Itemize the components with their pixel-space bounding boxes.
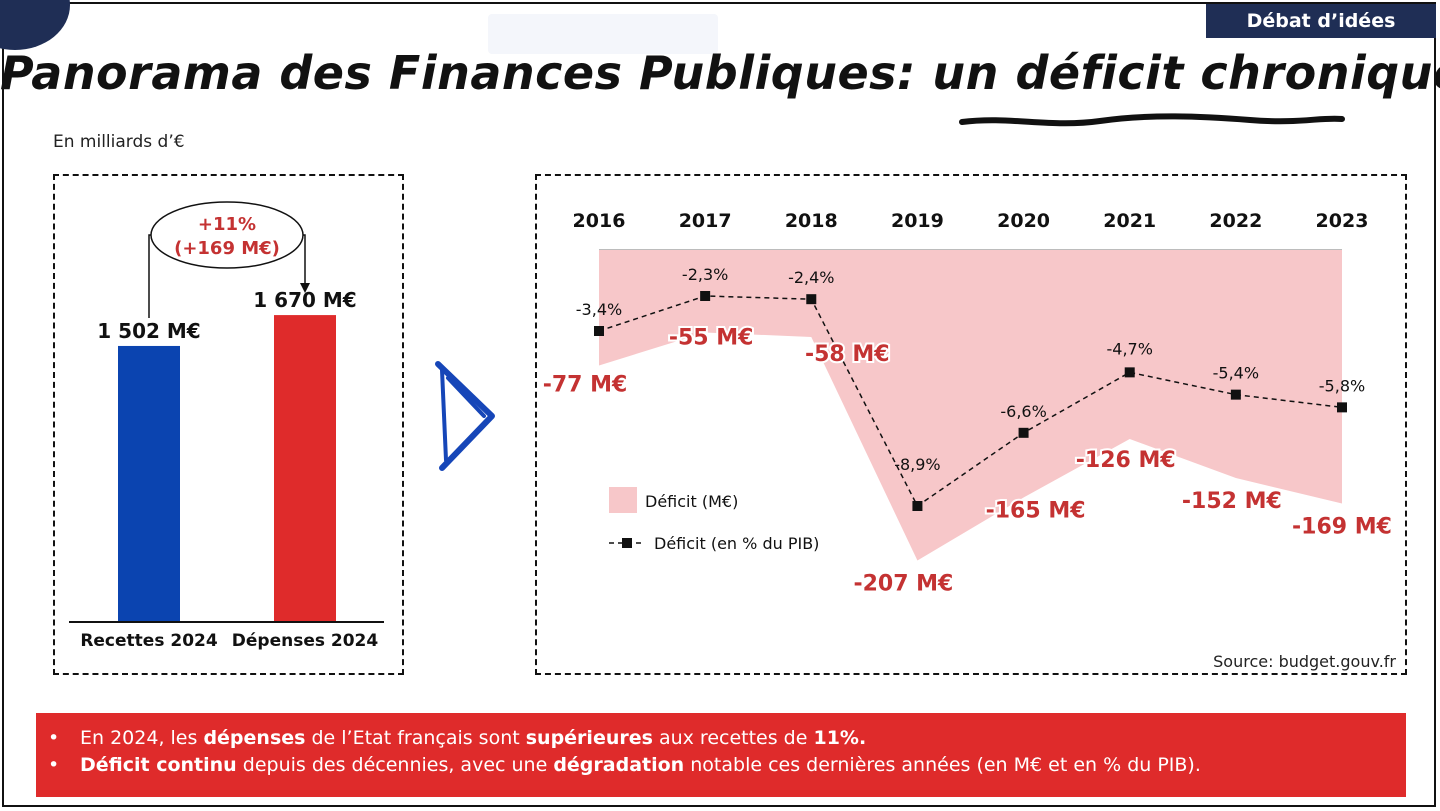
bar-category-label: Dépenses 2024 (232, 631, 379, 651)
summary-bullet: Déficit continu depuis des décennies, av… (48, 752, 1406, 779)
bar-value-label: 1 502 M€ (97, 319, 200, 343)
amount-label: -169 M€ (1292, 515, 1392, 540)
bullet-text: depuis des décennies, avec une (236, 754, 554, 776)
deficit-panel (535, 174, 1407, 675)
bullet-emphasis: dégradation (553, 754, 685, 776)
summary-list: En 2024, les dépenses de l’Etat français… (48, 725, 1406, 779)
revenue-expense-panel (53, 174, 404, 675)
bullet-text: aux recettes de (652, 727, 814, 749)
source-note: Source: budget.gouv.fr (1213, 652, 1396, 671)
pct-marker (1337, 402, 1347, 413)
year-label: 2023 (1316, 210, 1369, 232)
pct-marker (806, 294, 817, 305)
summary-banner: En 2024, les dépenses de l’Etat français… (36, 713, 1406, 797)
legend-label-line: Déficit (en % du PIB) (654, 534, 819, 553)
units-label: En milliards d’€ (53, 132, 185, 152)
title-underline (959, 113, 1345, 127)
year-label: 2016 (573, 210, 626, 232)
year-label: 2022 (1209, 210, 1262, 232)
pct-label: -8,9% (894, 455, 940, 474)
pct-label: -3,4% (576, 300, 622, 319)
pct-label: -5,8% (1319, 376, 1365, 395)
bullet-text: notable ces dernières années (en M€ et e… (684, 754, 1201, 776)
deficit-pct-line (598, 295, 1343, 508)
year-label: 2018 (785, 210, 838, 232)
bar-category-label: Recettes 2024 (80, 631, 218, 651)
bullet-emphasis: supérieures (525, 727, 653, 749)
year-label: 2017 (679, 210, 732, 232)
amount-label: -165 M€ (986, 499, 1086, 524)
amount-label: -55 M€ (669, 326, 754, 351)
bullet-emphasis: 11%. (813, 727, 867, 749)
pct-marker (1018, 427, 1029, 438)
pct-marker (594, 326, 604, 336)
year-label: 2020 (997, 210, 1050, 232)
pct-marker (1230, 389, 1241, 400)
legend-swatch-marker (622, 538, 632, 548)
page-title: Panorama des Finances Publiques: un défi… (0, 46, 1440, 100)
category-badge: Débat d’idées (1206, 4, 1436, 38)
deficit-area (599, 250, 1342, 561)
pct-label: -2,3% (682, 265, 728, 284)
amount-label: -77 M€ (543, 373, 628, 398)
legend-swatch-area (609, 487, 637, 513)
amount-label: -152 M€ (1182, 489, 1282, 514)
bar (118, 345, 180, 622)
bullet-text: de l’Etat français sont (305, 727, 526, 749)
growth-arrow-line (303, 234, 306, 290)
legend-label-area: Déficit (M€) (645, 492, 738, 511)
growth-pct-label: +11% (198, 214, 256, 235)
bar-value-label: 1 670 M€ (253, 288, 356, 312)
year-label: 2019 (891, 210, 944, 232)
growth-arrowhead (300, 283, 310, 293)
year-label: 2021 (1103, 210, 1156, 232)
title-emphasis: déficit chronique (1015, 46, 1440, 100)
pct-marker (700, 291, 711, 301)
amount-label: -207 M€ (853, 572, 953, 597)
growth-connector (148, 234, 151, 318)
amount-label: -58 M€ (805, 342, 890, 367)
bullet-text: En 2024, les (80, 727, 204, 749)
chevron-arrow-icon (435, 361, 495, 471)
faded-logo-area (488, 14, 718, 54)
bullet-emphasis: dépenses (203, 727, 306, 749)
amount-label: -126 M€ (1076, 448, 1176, 473)
pct-marker (1124, 367, 1135, 378)
pct-label: -6,6% (1000, 402, 1046, 421)
summary-bullet: En 2024, les dépenses de l’Etat français… (48, 725, 1406, 752)
growth-amount-label: (+169 M€) (174, 238, 280, 259)
title-prefix: Panorama des Finances Publiques: un (0, 46, 1016, 100)
bar (274, 315, 336, 622)
pct-label: -5,4% (1213, 364, 1259, 383)
pct-marker (912, 501, 923, 511)
pct-label: -2,4% (788, 268, 834, 287)
pct-label: -4,7% (1107, 339, 1153, 358)
bullet-emphasis: Déficit continu (80, 754, 237, 776)
